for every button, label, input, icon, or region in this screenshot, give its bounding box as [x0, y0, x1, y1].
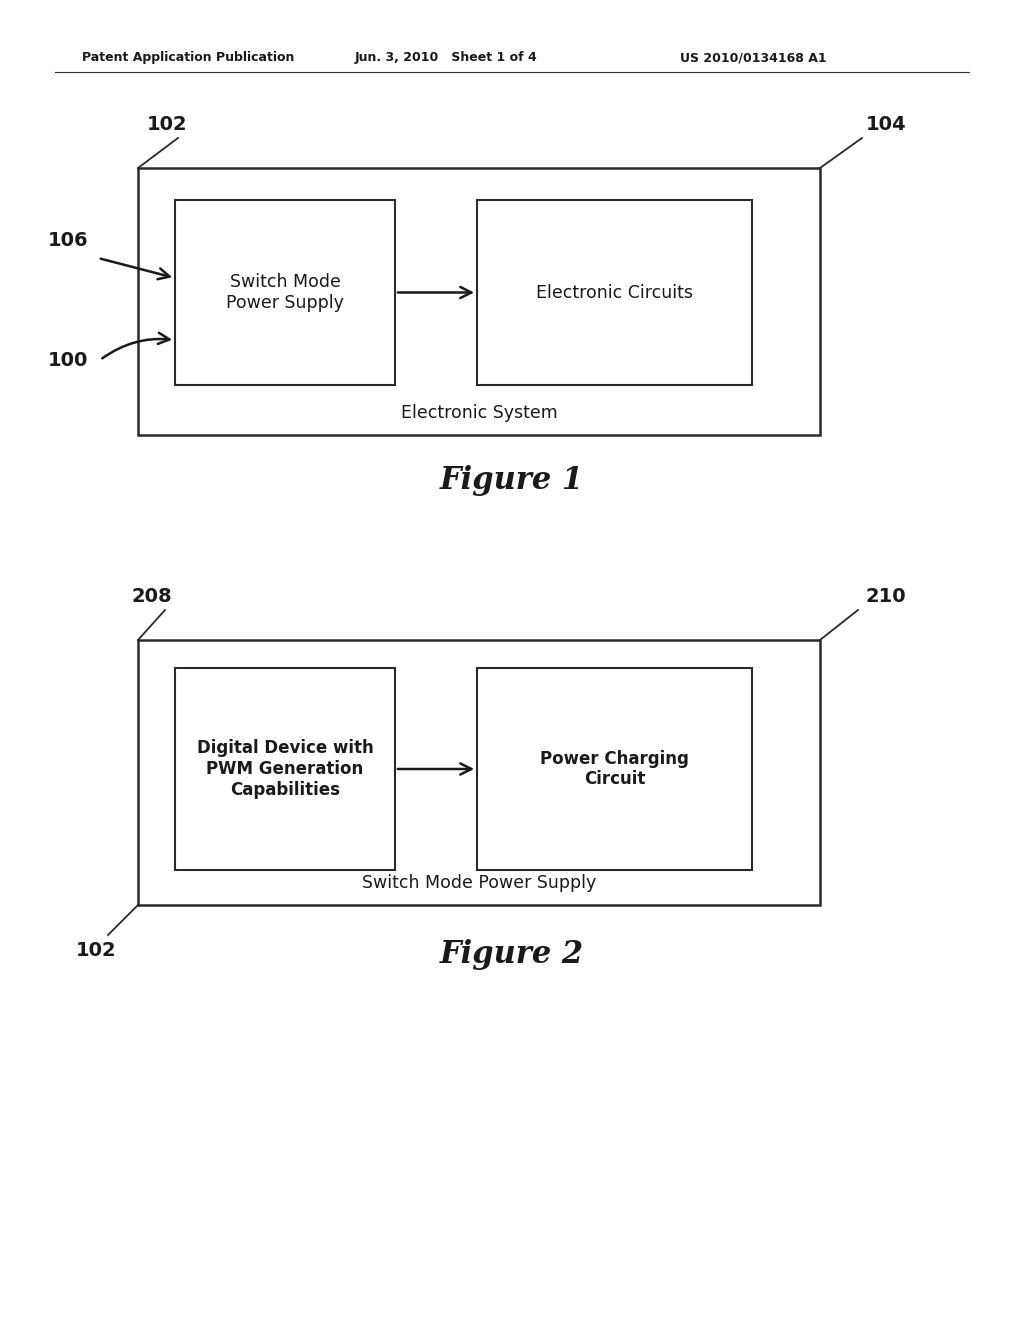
Text: Figure 2: Figure 2: [440, 940, 584, 970]
Text: Power Charging
Circuit: Power Charging Circuit: [540, 750, 689, 788]
Bar: [477, 668, 752, 870]
Bar: [175, 201, 395, 385]
Text: US 2010/0134168 A1: US 2010/0134168 A1: [680, 51, 826, 65]
Text: 210: 210: [865, 586, 906, 606]
Text: Figure 1: Figure 1: [440, 465, 584, 495]
Text: 106: 106: [47, 231, 88, 249]
Text: Switch Mode
Power Supply: Switch Mode Power Supply: [226, 273, 344, 312]
Text: Electronic Circuits: Electronic Circuits: [536, 284, 693, 301]
Text: Switch Mode Power Supply: Switch Mode Power Supply: [361, 874, 596, 892]
Text: 102: 102: [146, 116, 187, 135]
Text: Patent Application Publication: Patent Application Publication: [82, 51, 294, 65]
Text: 208: 208: [132, 586, 172, 606]
Text: 104: 104: [865, 116, 906, 135]
Text: Jun. 3, 2010   Sheet 1 of 4: Jun. 3, 2010 Sheet 1 of 4: [355, 51, 538, 65]
Text: 100: 100: [48, 351, 88, 370]
Bar: [138, 640, 820, 906]
Bar: [138, 168, 820, 436]
Bar: [477, 201, 752, 385]
Text: Digital Device with
PWM Generation
Capabilities: Digital Device with PWM Generation Capab…: [197, 739, 374, 799]
Text: Electronic System: Electronic System: [400, 404, 557, 422]
Text: 102: 102: [76, 940, 117, 960]
Bar: [175, 668, 395, 870]
